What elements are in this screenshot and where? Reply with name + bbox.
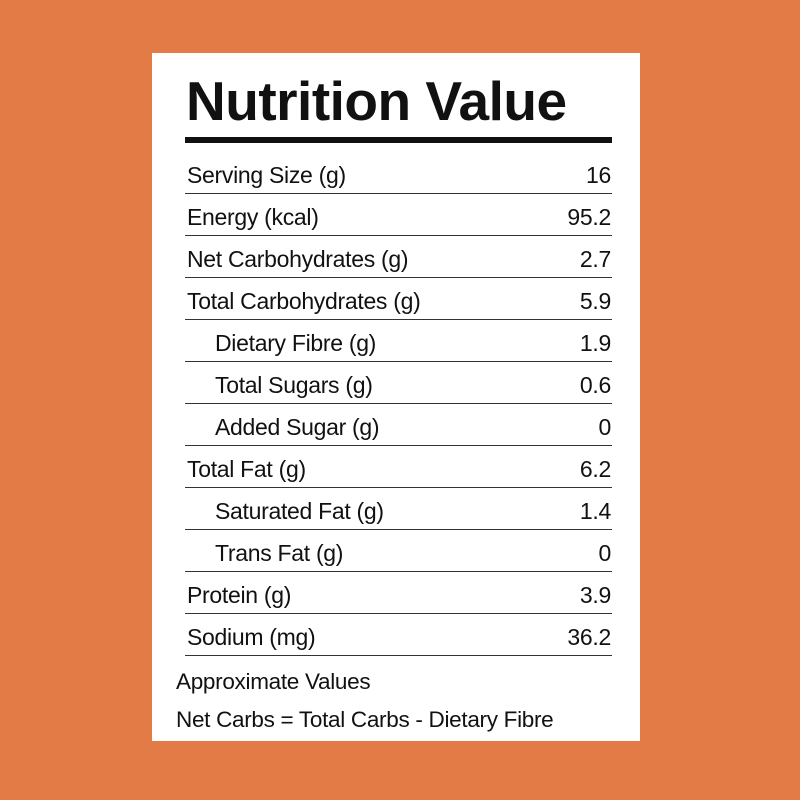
- title-rule: [185, 137, 612, 143]
- row-separator: [185, 235, 612, 236]
- row-separator: [185, 571, 612, 572]
- sub-row-label: Saturated Fat (g): [215, 498, 384, 524]
- nutrition-panel: Nutrition Value Serving Size (g) 16 Energy…: [152, 53, 640, 741]
- row-separator: [185, 277, 612, 278]
- row-value: 0.6: [579, 372, 611, 398]
- row-value: 0: [598, 540, 612, 566]
- row-label: Net Carbohydrates (g): [187, 246, 409, 272]
- row-value: 3.9: [579, 582, 611, 608]
- row-separator: [185, 529, 612, 530]
- row-value: 5.9: [579, 288, 611, 314]
- row-value: 0: [598, 414, 612, 440]
- row-label: Serving Size (g): [187, 162, 346, 188]
- row-label: Total Fat (g): [187, 456, 306, 482]
- row-separator: [185, 403, 612, 404]
- footnote: Approximate Values: [176, 669, 371, 694]
- row-value: 2.7: [579, 246, 611, 272]
- footnote: Net Carbs = Total Carbs - Dietary Fibre: [176, 707, 554, 732]
- row-separator: [185, 361, 612, 362]
- row-separator: [185, 487, 612, 488]
- row-label: Protein (g): [187, 582, 292, 608]
- row-label: Sodium (mg): [187, 624, 316, 650]
- row-separator: [185, 193, 612, 194]
- sub-row-label: Trans Fat (g): [215, 540, 344, 566]
- row-separator: [185, 613, 612, 614]
- row-value: 36.2: [567, 624, 611, 650]
- title: Nutrition Value: [186, 70, 567, 132]
- sub-row-label: Dietary Fibre (g): [215, 330, 377, 356]
- row-value: 95.2: [567, 204, 611, 230]
- row-value: 1.9: [579, 330, 611, 356]
- row-value: 16: [586, 162, 611, 188]
- row-separator: [185, 319, 612, 320]
- row-value: 6.2: [579, 456, 611, 482]
- row-value: 1.4: [579, 498, 611, 524]
- row-separator: [185, 655, 612, 656]
- sub-row-label: Added Sugar (g): [215, 414, 380, 440]
- row-separator: [185, 445, 612, 446]
- sub-row-label: Total Sugars (g): [215, 372, 373, 398]
- row-label: Total Carbohydrates (g): [187, 288, 421, 314]
- row-label: Energy (kcal): [187, 204, 319, 230]
